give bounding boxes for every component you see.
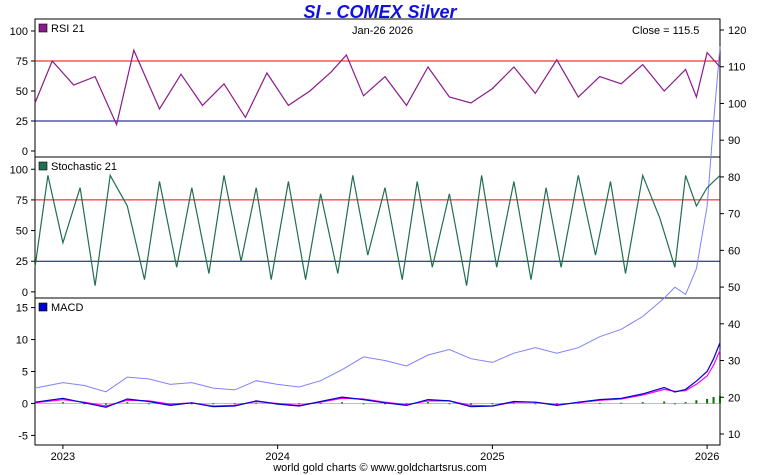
indicator-series [34,48,721,408]
macd-histogram-bar [695,400,698,404]
legend-label-3: MACD [51,302,83,314]
chart-footer: world gold charts © www.goldchartsrus.co… [273,462,487,474]
left-tick-label: 0 [22,146,28,158]
macd-histogram-bar [212,403,215,405]
left-tick-label: 75 [16,56,28,68]
macd-histogram-bar [255,402,258,404]
price-tick-label: 120 [728,25,746,37]
x-tick-label: 2025 [480,451,504,463]
macd-histogram-bar [598,402,601,404]
price-axis-ticks: 120 110 100 90 80 70 60 50 40 30 20 10 [720,25,746,441]
legend-swatch-1 [38,23,48,33]
macd-histogram-bar [448,403,451,405]
price-tick-label: 90 [728,135,740,147]
left-tick-label: 100 [10,164,28,176]
x-tick-label: 2024 [265,451,289,463]
x-axis-ticks: 2023 2024 2025 2026 [51,445,719,463]
left-tick-label: 100 [10,26,28,38]
left-tick-label: 10 [16,335,28,347]
panel-frame-1 [34,18,721,158]
price-tick-label: 100 [728,98,746,110]
left-tick-label: -5 [18,430,28,442]
left-tick-label: 25 [16,116,28,128]
reference-lines [35,60,720,404]
x-tick-label: 2026 [695,451,719,463]
macd-histogram-bar [426,402,429,404]
macd-histogram-bar [233,403,236,405]
series-line-1 [34,48,721,127]
macd-histogram-bar [384,403,387,405]
left-tick-label: 75 [16,195,28,207]
macd-histogram-bar [663,401,666,404]
macd-histogram-bar [126,402,129,404]
panel-legends: RSI 21 Stochastic 21 MACD [38,23,117,314]
chart-title: SI - COMEX Silver [303,2,457,22]
macd-histogram-bar [555,403,558,405]
macd-histogram-bar [341,402,344,404]
macd-histogram-bar [706,398,709,404]
legend-label-1: RSI 21 [51,23,85,35]
macd-histogram-bar [362,403,365,405]
legend-swatch-2 [38,161,48,171]
macd-histogram-bar [83,403,86,405]
x-tick-label: 2023 [51,451,75,463]
left-tick-label: 25 [16,256,28,268]
price-overlay [34,46,721,393]
macd-histogram-bar [534,403,537,405]
legend-swatch-3 [38,302,48,312]
close-label: Close = 115.5 [632,25,699,37]
price-tick-label: 110 [728,62,746,74]
macd-histogram-bar [719,395,721,404]
macd-histogram-bar [620,402,623,404]
price-tick-label: 20 [728,392,740,404]
series-line-3 [34,342,721,408]
price-tick-label: 10 [728,429,740,441]
panel-frame-3 [34,297,721,446]
left-tick-label: 15 [16,303,28,315]
macd-histogram-bar [405,403,408,405]
left-tick-label: 50 [16,86,28,98]
price-tick-label: 40 [728,319,740,331]
date-label: Jan-26 2026 [352,25,413,37]
macd-histogram-bar [147,403,150,405]
price-tick-label: 30 [728,356,740,368]
macd-histogram-bar [491,403,494,405]
macd-histogram-bar [298,403,301,405]
legend-label-2: Stochastic 21 [51,161,117,173]
macd-histogram-bar [673,403,676,405]
macd-histogram-bar [469,403,472,405]
price-line [34,46,721,393]
left-tick-label: 0 [22,287,28,299]
macd-histogram-bar [512,402,515,404]
series-line-2 [34,173,721,286]
macd-histogram-bar [104,403,107,405]
left-tick-label: 5 [22,367,28,379]
macd-histogram-bar [641,402,644,404]
macd-histogram-bar [319,402,322,404]
macd-histogram-bar [190,403,193,405]
price-tick-label: 50 [728,282,740,294]
price-tick-label: 80 [728,172,740,184]
price-tick-label: 70 [728,209,740,221]
price-tick-label: 60 [728,245,740,257]
macd-histogram-bar [712,397,715,404]
macd-histogram-bar [684,402,687,404]
left-tick-label: 0 [22,398,28,410]
panel-frame-2 [34,156,721,299]
macd-histogram-bar [61,402,64,404]
left-tick-label: 50 [16,226,28,238]
